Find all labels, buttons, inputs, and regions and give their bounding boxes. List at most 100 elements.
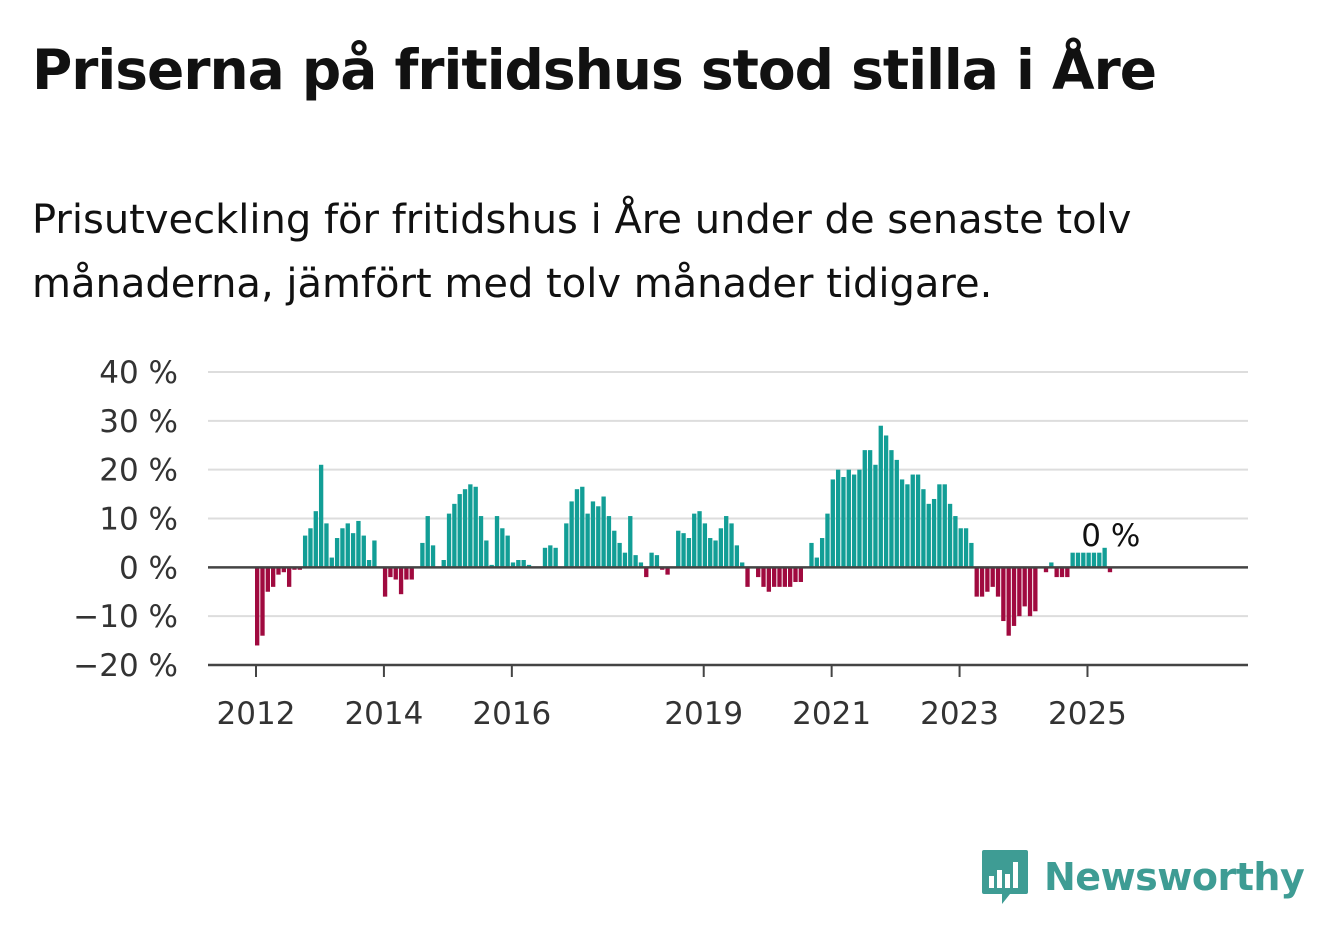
bar (388, 567, 393, 578)
bar (995, 567, 1001, 597)
bar (356, 520, 361, 568)
bar (548, 545, 553, 568)
y-tick-label: 30 % (99, 404, 178, 440)
bar (430, 545, 436, 568)
bar (969, 542, 974, 568)
bar (974, 567, 979, 597)
bar (468, 484, 473, 568)
bar (835, 469, 841, 568)
bar (255, 567, 260, 646)
bar (756, 567, 761, 578)
x-axis-labels: 2012 2014 2016 2019 2021 2023 2025 (217, 665, 1127, 732)
bar-chart: −20 %−10 %0 %10 %20 %30 %40 % 2012 2014 20… (73, 355, 1248, 732)
bar (708, 538, 713, 568)
bar (580, 486, 585, 568)
bar (809, 542, 814, 568)
bar (857, 469, 862, 568)
bar (446, 513, 452, 568)
bar (302, 535, 308, 568)
bar (420, 542, 425, 568)
bar (542, 547, 548, 568)
bar (894, 459, 899, 568)
bar (1081, 552, 1086, 568)
bar (606, 516, 612, 568)
bar (382, 567, 388, 597)
bar (889, 450, 894, 568)
bar (494, 516, 500, 568)
bar (1091, 552, 1097, 568)
bar (958, 528, 963, 568)
bar (937, 484, 942, 568)
bar (633, 555, 638, 568)
bar (281, 567, 286, 573)
bar (819, 538, 825, 568)
bar (793, 567, 798, 582)
bar (1049, 562, 1054, 568)
bar (1001, 567, 1006, 622)
bar (777, 567, 782, 587)
bar (590, 501, 596, 568)
bar (393, 567, 398, 580)
bar (931, 498, 937, 568)
bar (340, 528, 345, 568)
bar (963, 528, 969, 568)
bar (409, 567, 414, 580)
bar (654, 555, 660, 568)
bar (1107, 567, 1113, 573)
bar (825, 513, 830, 568)
bar (676, 530, 681, 568)
bar (334, 538, 340, 568)
bar (276, 567, 281, 575)
y-tick-label: 0 % (119, 550, 178, 586)
bar (841, 476, 846, 568)
bar (644, 567, 649, 578)
bar (516, 560, 521, 568)
annotations: 0 % (1081, 518, 1140, 554)
x-tick-label: 2023 (920, 696, 999, 732)
bar (638, 562, 644, 568)
bar (734, 545, 740, 568)
bar (329, 557, 334, 568)
bar (798, 567, 803, 582)
bar (1033, 567, 1038, 612)
bar (270, 567, 276, 587)
bar (308, 528, 313, 568)
bar (830, 479, 835, 568)
newsworthy-logo: Newsworthy (980, 848, 1305, 906)
bar (724, 516, 729, 568)
bar (617, 542, 622, 568)
bar (788, 567, 793, 587)
bar (873, 464, 878, 568)
bar (1027, 567, 1033, 617)
bar (697, 511, 702, 568)
bar (1017, 567, 1022, 617)
y-tick-label: 10 % (99, 502, 178, 538)
bar (846, 469, 851, 568)
x-tick-label: 2019 (664, 696, 743, 732)
x-tick-label: 2012 (217, 696, 296, 732)
bar (1075, 552, 1081, 568)
bar (953, 516, 958, 568)
bar (772, 567, 777, 587)
bar (910, 474, 915, 568)
bar (740, 562, 745, 568)
x-tick-label: 2016 (472, 696, 551, 732)
bar (1086, 552, 1091, 568)
bar (1065, 567, 1070, 578)
bar (702, 523, 708, 568)
y-tick-label: 40 % (99, 355, 178, 391)
bar (921, 489, 926, 568)
bar (622, 552, 628, 568)
bar (361, 535, 366, 568)
bar (350, 533, 356, 568)
bar (628, 516, 633, 568)
bar (782, 567, 787, 587)
bar (553, 547, 558, 568)
x-tick-label: 2025 (1048, 696, 1127, 732)
axes (208, 566, 1248, 667)
bar (761, 567, 766, 587)
x-tick-label: 2021 (792, 696, 871, 732)
bar (1054, 567, 1059, 578)
bar (681, 533, 686, 568)
bar (867, 450, 873, 568)
